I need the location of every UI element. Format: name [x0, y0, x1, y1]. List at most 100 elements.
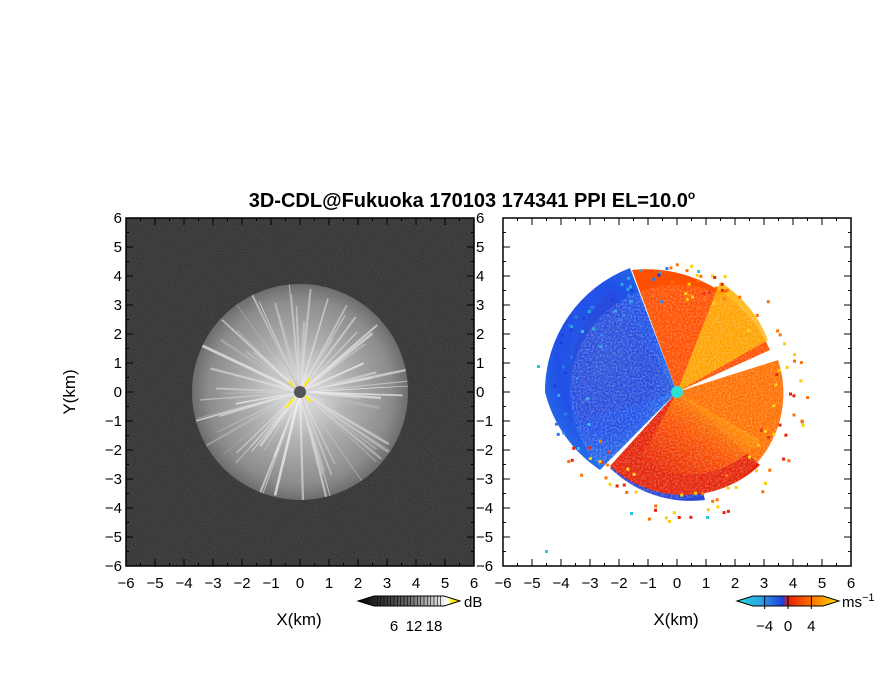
title-main: 3D-CDL@Fukuoka 170103 174341 PPI EL=10.0	[249, 190, 688, 212]
intensity-ray	[298, 391, 305, 500]
x-tick-label: −1	[262, 575, 279, 592]
velocity-panel: −6 −5 −4 −3 −2 −1 0 1 2 3 4 5 6 X(km)	[494, 217, 855, 629]
velocity-colorbar-unit: ms−1	[842, 592, 875, 611]
velocity-speckle-pixel	[671, 280, 674, 284]
y-tick-label: 3	[114, 297, 122, 314]
y-tick-label-inner: 3	[476, 297, 484, 314]
velocity-outlier-pixel	[706, 516, 709, 519]
velocity-speckle-pixel	[672, 511, 676, 515]
velocity-speckle-pixel	[715, 498, 719, 502]
velocity-speckle-pixel	[713, 276, 717, 279]
velocity-speckle-pixel	[608, 482, 612, 486]
velocity-outlier-pixel	[577, 447, 580, 450]
x-tick-label: 2	[731, 575, 739, 592]
velocity-speckle-pixel	[726, 509, 730, 513]
velocity-speckle-pixel	[568, 324, 572, 328]
velocity-speckle-pixel	[782, 457, 786, 461]
velocity-speckle-pixel	[764, 481, 767, 485]
intensity-colorbar-bar	[356, 595, 462, 607]
velocity-speckle-pixel	[806, 396, 810, 400]
velocity-speckle-pixel	[611, 299, 615, 302]
velocity-speckle-pixel	[792, 394, 796, 398]
velocity-speckle-pixel	[574, 315, 578, 319]
velocity-speckle-pixel	[634, 490, 638, 494]
velocity-outlier-pixel	[697, 270, 700, 273]
y-tick-label: −6	[105, 558, 122, 575]
velocity-speckle-pixel	[784, 433, 788, 437]
velocity-speckle-pixel	[582, 317, 586, 320]
intensity-ray	[203, 391, 301, 448]
x-tick-label: −5	[146, 575, 163, 592]
velocity-speckle-pixel	[734, 485, 738, 489]
velocity-speckle-pixel	[687, 282, 691, 286]
velocity-speckle-pixel	[556, 432, 560, 436]
velocity-speckle-pixel	[677, 516, 681, 519]
radar-site-marker-velocity	[671, 386, 683, 398]
intensity-image	[126, 218, 474, 566]
y-tick-label: 5	[114, 239, 122, 256]
near-field-highlights	[285, 377, 313, 409]
x-tick-label: 5	[441, 575, 449, 592]
x-tick-label: 6	[470, 575, 478, 592]
intensity-ray	[273, 302, 302, 393]
velocity-ticks	[502, 217, 852, 567]
y-tick-label: −2	[105, 442, 122, 459]
y-tick-label: 4	[114, 268, 122, 285]
velocity-speckle-pixel	[787, 459, 791, 463]
intensity-ray	[299, 362, 364, 393]
velocity-speckle-pixel	[723, 289, 727, 293]
intensity-ray	[299, 371, 377, 394]
intensity-colorbar-label: 18	[426, 618, 443, 635]
intensity-ray	[298, 289, 312, 393]
velocity-colorbar-ticks: −4 0 4	[756, 596, 816, 635]
radar-site-marker	[294, 386, 306, 398]
velocity-colorbar-label: 4	[807, 618, 815, 635]
intensity-ray	[223, 391, 301, 394]
velocity-speckle-pixel	[562, 365, 565, 369]
intensity-ray	[295, 305, 301, 393]
intensity-ray	[259, 391, 302, 448]
y-tick-label: 0	[114, 384, 122, 401]
intensity-streak	[199, 391, 301, 401]
intensity-x-ticklabels: −6 −5 −4 −3 −2 −1 0 1 2 3 4 5 6	[117, 575, 478, 592]
velocity-speckle-pixel	[690, 264, 694, 268]
title-degree: o	[688, 188, 695, 202]
x-tick-label: 1	[325, 575, 333, 592]
y-tick-label-inner: 4	[476, 268, 484, 285]
x-tick-label: 4	[789, 575, 797, 592]
velocity-speckle-pixel	[588, 457, 592, 460]
velocity-speckle-pixel	[801, 423, 805, 427]
velocity-speckle-pixel	[580, 473, 584, 477]
intensity-ray	[273, 391, 302, 496]
intensity-ray	[299, 391, 390, 454]
velocity-speckle-pixel	[654, 508, 657, 512]
intensity-y-ticklabels: −6 −5 −4 −3 −2 −1 0 1 2 3 4 5 6	[105, 210, 122, 575]
intensity-ray	[299, 315, 346, 393]
velocity-unit-base: ms	[842, 594, 862, 611]
y-tick-label: −3	[105, 471, 122, 488]
y-tick-label: −1	[105, 413, 122, 430]
velocity-speckle-pixel	[627, 276, 630, 280]
intensity-ray	[299, 390, 380, 410]
velocity-speckle-pixel	[695, 274, 699, 277]
intensity-ray	[216, 387, 301, 393]
x-tick-label: −3	[204, 575, 221, 592]
velocity-xlabel: X(km)	[653, 610, 698, 629]
velocity-speckle-pixel	[689, 515, 693, 519]
velocity-speckle-pixel	[711, 274, 714, 278]
intensity-ray	[299, 391, 326, 458]
velocity-speckle-pixel	[604, 476, 608, 480]
intensity-ray	[219, 338, 301, 394]
x-tick-label: −6	[117, 575, 134, 592]
velocity-speckle-pixel	[589, 306, 593, 310]
intensity-ray	[299, 391, 377, 450]
intensity-ray	[277, 313, 301, 393]
velocity-speckle-pixel	[561, 333, 565, 337]
intensity-colorbar: 6 12 18 dB	[356, 594, 482, 635]
velocity-speckle-pixel	[785, 365, 789, 369]
velocity-speckle-pixel	[555, 422, 558, 426]
intensity-rays	[192, 284, 408, 500]
velocity-speckle-pixel	[768, 468, 772, 472]
x-tick-label: 6	[847, 575, 855, 592]
